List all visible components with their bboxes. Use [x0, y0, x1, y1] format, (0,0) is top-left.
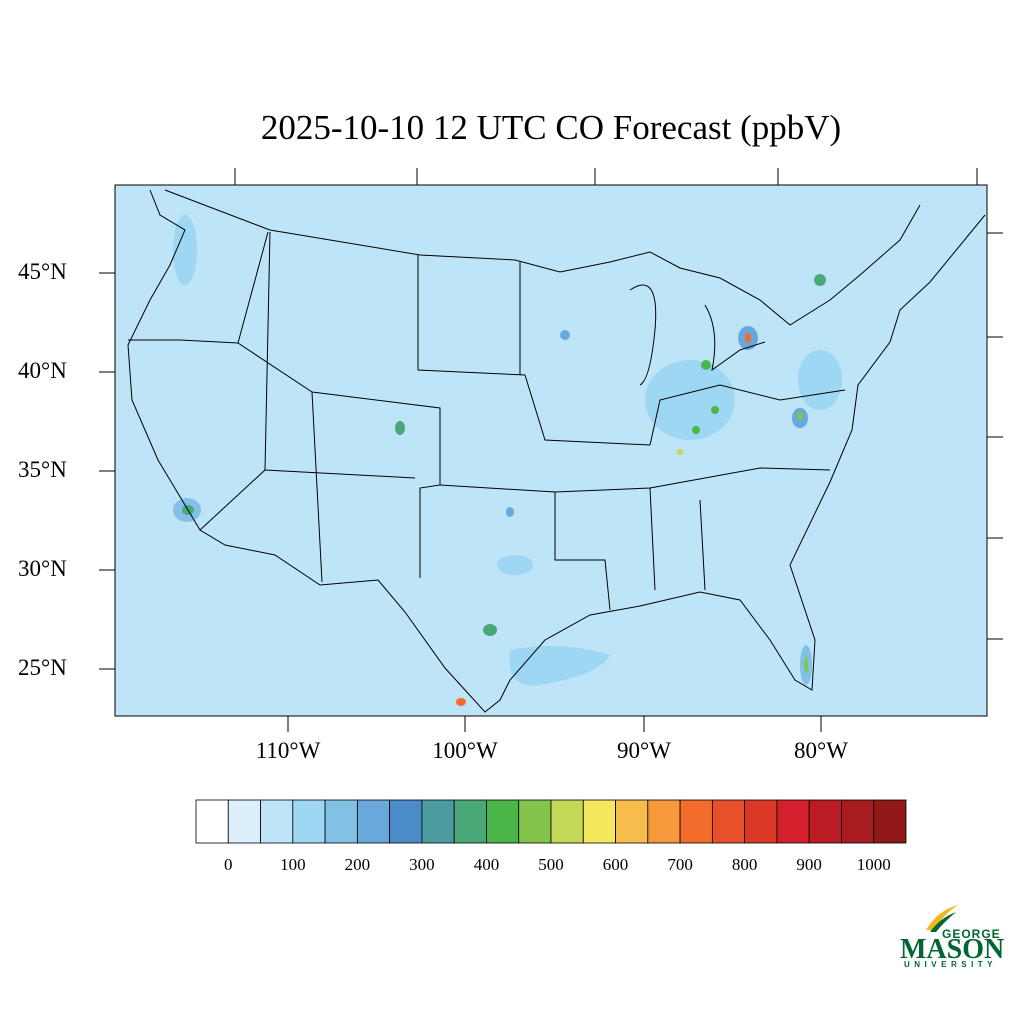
colorbar	[195, 799, 907, 844]
colorbar-box	[260, 799, 294, 844]
lat-label: 35°N	[18, 457, 67, 482]
colorbar-box	[518, 799, 552, 844]
colorbar-label: 200	[344, 855, 371, 874]
colorbar-label: 100	[280, 855, 306, 874]
colorbar-box	[550, 799, 584, 844]
colorbar-box	[195, 799, 229, 844]
lon-label: 90°W	[617, 738, 671, 763]
colorbar-box	[873, 799, 907, 844]
lat-label: 40°N	[18, 358, 67, 383]
colorbar-label: 400	[473, 855, 500, 874]
colorbar-box	[647, 799, 681, 844]
colorbar-label: 900	[796, 855, 822, 874]
lon-label: 100°W	[432, 738, 498, 763]
colorbar-box	[389, 799, 423, 844]
svg-text:GEORGE: GEORGE	[942, 927, 1001, 941]
colorbar-label: 1000	[856, 855, 891, 874]
colorbar-box	[776, 799, 810, 844]
colorbar-box	[711, 799, 746, 844]
svg-text:UNIVERSITY: UNIVERSITY	[904, 960, 997, 968]
colorbar-box	[421, 799, 455, 844]
colorbar-label: 700	[667, 855, 693, 874]
colorbar-box	[615, 799, 649, 844]
colorbar-box	[679, 799, 713, 844]
lon-label: 110°W	[255, 738, 321, 763]
figure-title: 2025-10-10 12 UTC CO Forecast (ppbV)	[260, 108, 842, 147]
colorbar-label: 600	[602, 855, 629, 874]
colorbar-box	[453, 799, 487, 844]
colorbar-box	[808, 799, 842, 844]
colorbar-label: 800	[731, 855, 758, 874]
lat-label: 25°N	[18, 655, 67, 680]
lon-label: 80°W	[794, 738, 848, 763]
lat-label: 30°N	[18, 556, 67, 581]
colorbar-label: 300	[409, 855, 435, 874]
colorbar-box	[582, 799, 616, 844]
colorbar-box	[356, 799, 391, 844]
colorbar-label: 0	[224, 855, 233, 874]
colorbar-box	[324, 799, 358, 844]
axis-ticks	[99, 168, 1003, 732]
colorbar-box	[486, 799, 520, 844]
colorbar-box	[841, 799, 875, 844]
colorbar-box	[227, 799, 261, 844]
colorbar-box	[292, 799, 326, 844]
george-mason-logo: GEORGE MASON UNIVERSITY	[898, 900, 1004, 968]
lat-label: 45°N	[18, 259, 67, 284]
co-hotspots	[173, 215, 842, 706]
coastlines-and-borders	[127, 189, 986, 713]
map-frame	[114, 184, 988, 717]
colorbar-label: 500	[538, 855, 564, 874]
colorbar-box	[744, 799, 778, 844]
svg-text:MASON: MASON	[900, 934, 1004, 965]
